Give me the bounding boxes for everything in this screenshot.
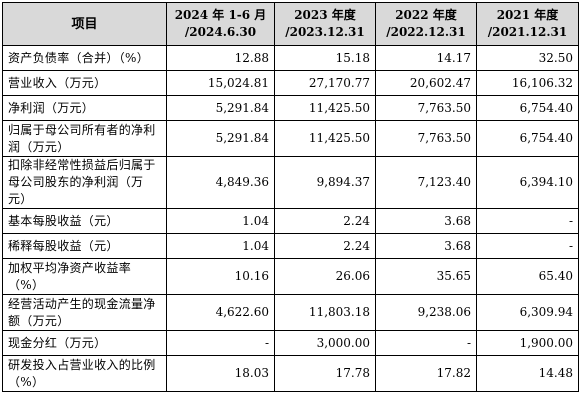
header-period-date: /2024.6.30 bbox=[184, 25, 257, 39]
cell-value: 20,602.47 bbox=[375, 70, 477, 96]
row-label: 营业收入（万元） bbox=[2, 70, 167, 96]
cell-value: 6,754.40 bbox=[476, 120, 579, 157]
row-label: 扣除非经常性损益后归属于母公司股东的净利润（万元） bbox=[2, 156, 167, 209]
row-label: 基本每股收益（元） bbox=[2, 208, 167, 234]
row-label: 稀释每股收益（元） bbox=[2, 233, 167, 259]
cell-value: 1.04 bbox=[166, 233, 275, 259]
cell-value: 1.04 bbox=[166, 208, 275, 234]
cell-value: 32.50 bbox=[476, 45, 579, 71]
cell-value: 6,309.94 bbox=[476, 294, 579, 331]
header-row: 项目 2024 年 1-6 月 /2024.6.30 2023 年度 /2023… bbox=[2, 2, 579, 46]
cell-value: 5,291.84 bbox=[166, 120, 275, 157]
table-row: 营业收入（万元） 15,024.81 27,170.77 20,602.47 1… bbox=[2, 70, 579, 96]
cell-value: 11,425.50 bbox=[274, 95, 376, 121]
cell-value: 2.24 bbox=[274, 208, 376, 234]
table-row: 资产负债率（合并）（%） 12.88 15.18 14.17 32.50 bbox=[2, 45, 579, 71]
cell-value: 65.40 bbox=[476, 258, 579, 295]
row-label: 净利润（万元） bbox=[2, 95, 167, 121]
table-row: 基本每股收益（元） 1.04 2.24 3.68 - bbox=[2, 208, 579, 234]
header-item: 项目 bbox=[2, 2, 167, 46]
cell-value: 7,763.50 bbox=[375, 95, 477, 121]
table-row: 稀释每股收益（元） 1.04 2.24 3.68 - bbox=[2, 233, 579, 259]
cell-value: 4,849.36 bbox=[166, 156, 275, 209]
header-period-2021: 2021 年度 /2021.12.31 bbox=[476, 2, 579, 46]
cell-value: 6,754.40 bbox=[476, 95, 579, 121]
header-period-label: 2024 年 1-6 月 bbox=[174, 8, 267, 22]
header-period-date: /2022.12.31 bbox=[386, 25, 466, 39]
cell-value: 5,291.84 bbox=[166, 95, 275, 121]
cell-value: 3,000.00 bbox=[274, 330, 376, 356]
cell-value: 14.17 bbox=[375, 45, 477, 71]
cell-value: - bbox=[476, 208, 579, 234]
cell-value: 10.16 bbox=[166, 258, 275, 295]
row-label: 现金分红（万元） bbox=[2, 330, 167, 356]
table-row: 现金分红（万元） - 3,000.00 - 1,900.00 bbox=[2, 330, 579, 356]
cell-value: 17.82 bbox=[375, 355, 477, 392]
table-row: 经营活动产生的现金流量净额（万元） 4,622.60 11,803.18 9,2… bbox=[2, 294, 579, 331]
header-period-2023: 2023 年度 /2023.12.31 bbox=[274, 2, 376, 46]
cell-value: 12.88 bbox=[166, 45, 275, 71]
cell-value: 1,900.00 bbox=[476, 330, 579, 356]
header-period-2024h1: 2024 年 1-6 月 /2024.6.30 bbox=[166, 2, 275, 46]
header-period-date: /2021.12.31 bbox=[487, 25, 568, 39]
cell-value: 2.24 bbox=[274, 233, 376, 259]
row-label: 研发投入占营业收入的比例（%） bbox=[2, 355, 167, 392]
cell-value: 7,123.40 bbox=[375, 156, 477, 209]
cell-value: 35.65 bbox=[375, 258, 477, 295]
cell-value: 15.18 bbox=[274, 45, 376, 71]
financial-indicators-table: 项目 2024 年 1-6 月 /2024.6.30 2023 年度 /2023… bbox=[2, 2, 579, 392]
cell-value: 4,622.60 bbox=[166, 294, 275, 331]
row-label: 归属于母公司所有者的净利润（万元） bbox=[2, 120, 167, 157]
cell-value: 26.06 bbox=[274, 258, 376, 295]
header-period-2022: 2022 年度 /2022.12.31 bbox=[375, 2, 477, 46]
cell-value: - bbox=[166, 330, 275, 356]
cell-value: - bbox=[375, 330, 477, 356]
cell-value: 9,894.37 bbox=[274, 156, 376, 209]
cell-value: 17.78 bbox=[274, 355, 376, 392]
cell-value: 11,803.18 bbox=[274, 294, 376, 331]
table-row: 净利润（万元） 5,291.84 11,425.50 7,763.50 6,75… bbox=[2, 95, 579, 121]
cell-value: 11,425.50 bbox=[274, 120, 376, 157]
header-period-label: 2022 年度 bbox=[395, 8, 457, 22]
cell-value: 7,763.50 bbox=[375, 120, 477, 157]
cell-value: 27,170.77 bbox=[274, 70, 376, 96]
row-label: 经营活动产生的现金流量净额（万元） bbox=[2, 294, 167, 331]
cell-value: 15,024.81 bbox=[166, 70, 275, 96]
header-period-date: /2023.12.31 bbox=[285, 25, 365, 39]
row-label: 资产负债率（合并）（%） bbox=[2, 45, 167, 71]
table-row: 加权平均净资产收益率（%） 10.16 26.06 35.65 65.40 bbox=[2, 258, 579, 295]
row-label: 加权平均净资产收益率（%） bbox=[2, 258, 167, 295]
header-item-label: 项目 bbox=[71, 16, 98, 32]
cell-value: 3.68 bbox=[375, 208, 477, 234]
cell-value: 14.48 bbox=[476, 355, 579, 392]
header-period-label: 2023 年度 bbox=[294, 8, 356, 22]
table-row: 扣除非经常性损益后归属于母公司股东的净利润（万元） 4,849.36 9,894… bbox=[2, 156, 579, 209]
cell-value: 18.03 bbox=[166, 355, 275, 392]
cell-value: 16,106.32 bbox=[476, 70, 579, 96]
table-row: 研发投入占营业收入的比例（%） 18.03 17.78 17.82 14.48 bbox=[2, 355, 579, 392]
cell-value: 3.68 bbox=[375, 233, 477, 259]
header-period-label: 2021 年度 bbox=[496, 8, 559, 22]
cell-value: 9,238.06 bbox=[375, 294, 477, 331]
cell-value: 6,394.10 bbox=[476, 156, 579, 209]
cell-value: - bbox=[476, 233, 579, 259]
table-row: 归属于母公司所有者的净利润（万元） 5,291.84 11,425.50 7,7… bbox=[2, 120, 579, 157]
